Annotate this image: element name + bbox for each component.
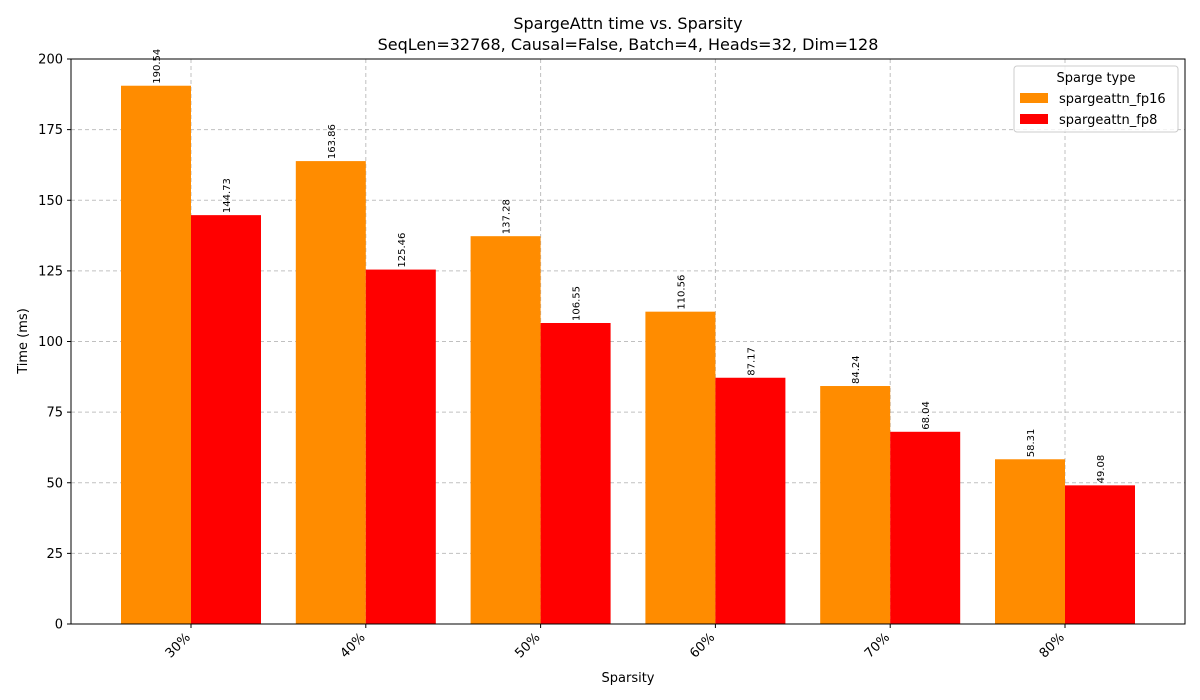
x-tick-label: 40%	[338, 630, 369, 661]
bar-value-label: 110.56	[676, 275, 687, 310]
bar-spargeattn_fp16-70pct	[820, 386, 891, 624]
y-tick-label: 50	[46, 476, 63, 491]
legend-label-fp16: spargeattn_fp16	[1059, 92, 1166, 107]
bar-spargeattn_fp16-30pct	[121, 85, 191, 625]
bar-value-label: 68.04	[921, 401, 932, 430]
legend-label-fp8: spargeattn_fp8	[1059, 113, 1157, 128]
bar-value-label: 125.46	[397, 233, 408, 268]
legend-swatch-fp16	[1020, 93, 1048, 103]
bar-value-label: 87.17	[746, 347, 757, 376]
y-tick-label: 25	[46, 547, 63, 562]
bar-spargeattn_fp8-50pct	[540, 322, 611, 624]
bar-spargeattn_fp8-80pct	[1065, 485, 1135, 624]
legend-swatch-fp8	[1020, 114, 1048, 124]
legend-frame	[1013, 65, 1179, 133]
bar-spargeattn_fp16-80pct	[995, 459, 1065, 624]
x-tick-label: 80%	[1037, 630, 1068, 661]
y-tick-label: 100	[38, 335, 63, 350]
bar-value-label: 190.54	[152, 49, 163, 84]
chart-title: SpargeAttn time vs. Sparsity	[513, 14, 742, 33]
y-axis-ticks: 0 25 50 75 100 125 150 175 200	[38, 53, 71, 633]
bar-value-label: 144.73	[222, 178, 233, 213]
y-tick-label: 200	[38, 53, 63, 68]
chart-subtitle: SeqLen=32768, Causal=False, Batch=4, Hea…	[378, 35, 879, 54]
y-tick-label: 175	[38, 123, 63, 138]
legend-title: Sparge type	[1056, 71, 1135, 86]
y-tick-label: 125	[38, 264, 63, 279]
bar-spargeattn_fp8-70pct	[890, 431, 961, 624]
bar-spargeattn_fp16-40pct	[295, 161, 366, 624]
x-tick-label: 60%	[687, 630, 718, 661]
y-tick-label: 150	[38, 194, 63, 209]
x-tick-label: 50%	[512, 630, 543, 661]
bar-spargeattn_fp8-40pct	[365, 269, 436, 624]
bar-spargeattn_fp16-60pct	[645, 311, 716, 624]
bar-value-label: 84.24	[851, 355, 862, 384]
x-axis-ticks: 30% 40% 50% 60% 70% 80%	[163, 624, 1068, 661]
bar-labels: 190.54 163.86 137.28 110.56 84.24 58.31 144.73…	[152, 49, 1107, 484]
y-axis-label: Time (ms)	[16, 308, 31, 375]
x-tick-label: 30%	[163, 630, 194, 661]
y-tick-label: 0	[55, 618, 63, 633]
x-axis-label: Sparsity	[602, 671, 655, 686]
bar-value-label: 106.55	[572, 286, 583, 321]
bar-spargeattn_fp8-60pct	[715, 377, 786, 624]
legend: Sparge type spargeattn_fp16 spargeattn_f…	[1013, 65, 1179, 133]
bar-value-label: 49.08	[1096, 455, 1107, 484]
bar-spargeattn_fp8-30pct	[191, 215, 261, 624]
bars	[121, 85, 1135, 625]
x-tick-label: 70%	[862, 630, 893, 661]
bar-value-label: 58.31	[1026, 429, 1037, 458]
bar-value-label: 163.86	[327, 124, 338, 159]
bar-value-label: 137.28	[502, 199, 513, 234]
y-tick-label: 75	[46, 406, 63, 421]
bar-spargeattn_fp16-50pct	[470, 236, 541, 624]
